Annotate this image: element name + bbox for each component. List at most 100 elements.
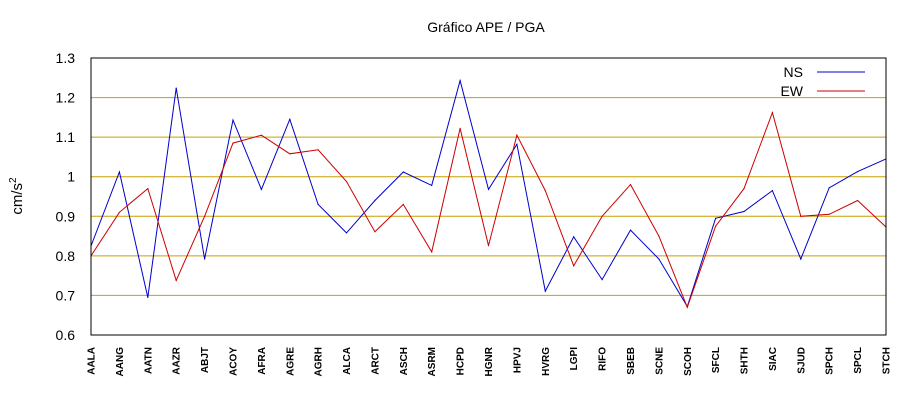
x-tick-label: LGPI — [569, 347, 580, 371]
x-tick-label: ALCA — [342, 347, 353, 375]
x-tick-label: RIFO — [598, 347, 609, 371]
data-point-ew — [516, 134, 518, 136]
data-point-ew — [118, 211, 120, 213]
x-tick-label: AGRH — [314, 347, 325, 376]
data-point-ns — [345, 232, 348, 234]
x-tick-label: STCH — [882, 347, 893, 374]
data-point-ns — [118, 171, 120, 173]
data-point-ew — [402, 203, 404, 205]
data-point-ew — [771, 112, 774, 114]
data-point-ns — [289, 118, 291, 120]
data-point-ns — [402, 171, 404, 173]
x-tick-label: SPCL — [853, 347, 864, 374]
x-tick-label: ACOY — [228, 347, 239, 376]
x-tick-label: AGRE — [285, 347, 296, 376]
data-point-ew — [232, 142, 234, 144]
gridlines — [91, 97, 886, 296]
data-point-ew — [459, 127, 461, 129]
x-tick-label: HVRG — [541, 347, 552, 376]
data-point-ew — [289, 153, 291, 155]
y-tick-labels: 0.6 0.7 0.8 0.9 1 1.1 1.2 1.3 — [56, 50, 76, 343]
x-tick-label: AFRA — [257, 347, 268, 375]
data-point-ns — [743, 210, 745, 213]
data-point-ns — [232, 119, 234, 121]
y-axis-label-unit: cm/s — [9, 183, 26, 215]
data-point-ew — [374, 231, 376, 233]
data-point-ns — [715, 217, 717, 219]
x-tick-label: AANG — [115, 347, 126, 377]
data-point-ns — [828, 187, 830, 189]
x-tick-label: SIAC — [768, 347, 779, 371]
plot-frame — [90, 57, 887, 336]
data-point-ew — [629, 184, 632, 186]
data-point-ns — [374, 199, 376, 202]
x-tick-labels: AALA AANG AATN AAZR ABJT ACOY AFRA AGRE AGRH ALCA… — [87, 346, 893, 376]
x-tick-label: SBEB — [626, 347, 637, 375]
legend-label-ew: EW — [780, 83, 803, 99]
x-tick-label: SHTH — [740, 347, 751, 374]
data-point-ns — [658, 258, 660, 260]
y-tick-label: 1 — [67, 169, 75, 185]
data-point-ew — [828, 213, 830, 215]
data-point-ns — [431, 184, 433, 186]
y-tick-label: 0.7 — [56, 287, 76, 303]
data-point-ns — [516, 143, 518, 145]
series-line-ew — [90, 110, 887, 309]
x-tick-label: SPCH — [825, 347, 836, 375]
series-line-ns — [90, 78, 887, 308]
y-tick-label: 0.8 — [56, 248, 76, 264]
data-point-ew — [573, 265, 575, 267]
x-tick-label: AATN — [143, 347, 154, 374]
x-tick-label: ARCT — [370, 347, 381, 375]
x-tick-label: SCNE — [654, 347, 665, 375]
x-tick-label: ASRM — [427, 347, 438, 376]
data-point-ew — [317, 149, 319, 151]
x-tick-label: AAZR — [172, 346, 183, 375]
data-point-ns — [204, 258, 206, 260]
data-point-ns — [601, 279, 603, 281]
y-tick-label: 1.2 — [56, 90, 76, 106]
data-point-ns — [629, 229, 632, 231]
data-point-ns — [487, 188, 490, 190]
y-tick-label: 1.1 — [56, 129, 76, 145]
data-point-ew — [857, 199, 859, 202]
chart-title: Gráfico APE / PGA — [427, 19, 545, 35]
data-point-ns — [573, 236, 575, 238]
y-axis-label-exponent: 2 — [8, 177, 19, 183]
x-tick-label: ABJT — [200, 347, 211, 373]
data-point-ew — [204, 215, 206, 217]
x-tick-label: AALA — [87, 347, 98, 375]
data-point-ns — [771, 190, 774, 192]
data-point-ew — [743, 188, 745, 190]
x-tick-label: HCPD — [456, 347, 467, 375]
x-tick-label: HPVJ — [512, 347, 523, 373]
data-point-ew — [715, 225, 717, 227]
x-tick-label: SCOH — [683, 347, 694, 376]
data-point-ns — [544, 290, 546, 292]
data-point-ew — [601, 215, 603, 217]
data-point-ew — [147, 188, 149, 190]
data-point-ew — [487, 245, 490, 247]
data-point-ns — [317, 203, 319, 205]
data-point-ew — [431, 251, 433, 253]
data-point-ew — [544, 190, 546, 192]
data-point-ns — [147, 296, 149, 298]
data-point-ew — [686, 306, 688, 308]
y-tick-label: 1.3 — [56, 50, 76, 66]
y-tick-label: 0.6 — [56, 327, 76, 343]
data-point-ns — [800, 258, 802, 260]
y-tick-label: 0.9 — [56, 208, 76, 224]
legend: NS EW — [780, 64, 865, 99]
x-tick-label: ASCH — [399, 347, 410, 375]
data-point-ew — [175, 279, 177, 281]
data-point-ns — [857, 171, 859, 173]
data-point-ns — [260, 188, 262, 190]
data-point-ns — [459, 80, 461, 82]
x-tick-label: HGNR — [484, 346, 495, 376]
x-tick-label: SFCL — [711, 347, 722, 373]
data-point-ew — [658, 235, 660, 237]
series-lines — [90, 78, 887, 309]
data-point-ns — [175, 87, 177, 89]
data-point-ew — [345, 180, 348, 183]
